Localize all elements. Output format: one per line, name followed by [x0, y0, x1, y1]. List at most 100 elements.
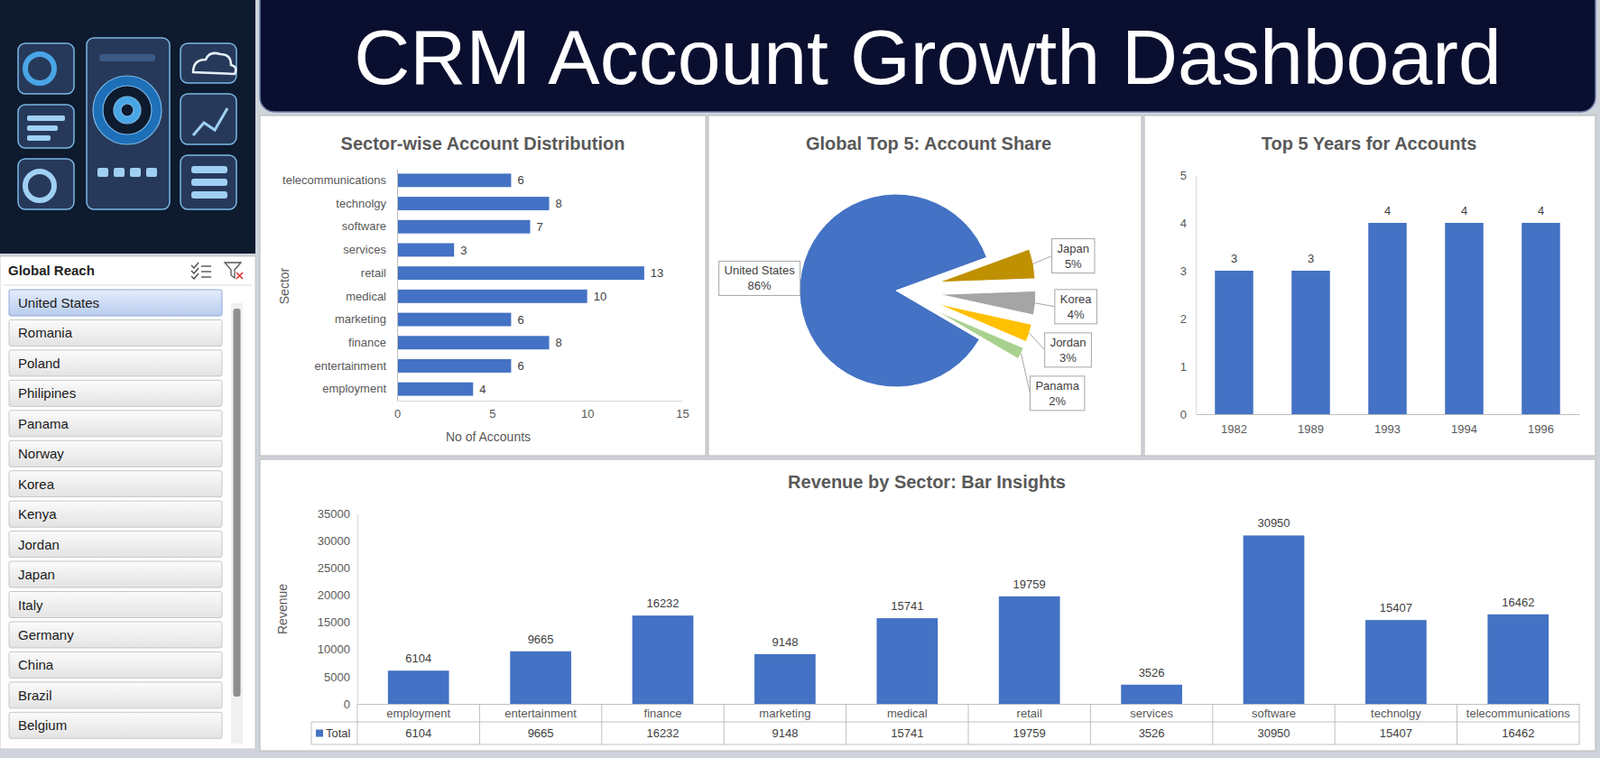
tick: retail [360, 266, 387, 280]
data-label: 6 [517, 313, 524, 327]
tick: telecommunications [1466, 706, 1571, 721]
line [201, 270, 212, 272]
tick: entertainment [314, 359, 388, 373]
slicer-item-bg[interactable] [9, 682, 222, 709]
logo-line [191, 166, 228, 174]
data-label: 4 [1384, 203, 1391, 218]
slicer-item-bg[interactable] [9, 531, 222, 558]
bar [1521, 222, 1561, 415]
label-category: Korea [1060, 292, 1092, 306]
slicer-item[interactable]: Norway [9, 440, 222, 467]
label-box [1052, 239, 1095, 274]
slicer-item-label[interactable]: Norway [18, 445, 65, 462]
slicer-item[interactable]: China [9, 651, 222, 678]
table-line [601, 703, 602, 745]
tick-label: 1 [1180, 360, 1187, 374]
label-category: Panama [1035, 379, 1080, 393]
slicer-item[interactable]: Brazil [9, 682, 222, 709]
logo-tile [180, 43, 237, 84]
slicer-item-bg[interactable] [9, 289, 222, 316]
pie-chart: Global Top 5: Account ShareUnited States… [719, 133, 1098, 411]
tick-label: 0 [1180, 407, 1187, 422]
table-value: 6104 [405, 726, 432, 740]
bar [397, 359, 511, 373]
slicer-item-label[interactable]: Romania [18, 324, 74, 341]
table-value: 15407 [1379, 726, 1413, 740]
scroll-thumb[interactable] [233, 308, 241, 697]
slicer-item[interactable]: Philipines [9, 379, 222, 407]
tick: 0 [1180, 407, 1187, 422]
slicer-item-label[interactable]: Brazil [18, 687, 53, 703]
tick: 3 [1180, 264, 1187, 278]
slicer-item-bg[interactable] [9, 591, 222, 619]
tick-label: services [1129, 706, 1174, 721]
table-value: 19759 [1013, 726, 1046, 740]
slicer-item[interactable]: Italy [9, 591, 222, 619]
slicer-item-label[interactable]: Kenya [18, 506, 57, 522]
slicer-item-label[interactable]: Germany [18, 627, 74, 643]
slicer-item-label[interactable]: Belgium [18, 717, 67, 733]
slicer-item-label[interactable]: Panama [18, 416, 70, 432]
tick-label: retail [360, 266, 387, 280]
slicer-item-label[interactable]: Italy [18, 597, 44, 613]
label-box [1029, 376, 1084, 411]
tick-label: 1996 [1527, 422, 1554, 436]
slicer-item[interactable]: Korea [9, 471, 222, 498]
multi-select-button[interactable] [191, 262, 212, 279]
slicer-item-bg[interactable] [9, 350, 222, 377]
label-box [1045, 332, 1092, 368]
leader-line [1035, 303, 1055, 307]
divider [3, 285, 252, 287]
slicer-item-bg[interactable] [9, 651, 222, 678]
label-value: 86% [748, 278, 772, 293]
label-box [719, 260, 801, 296]
clear-filter-button[interactable] [224, 262, 243, 279]
slicer-item-label[interactable]: Poland [18, 355, 61, 371]
table-line [479, 703, 481, 745]
data-label: 10 [593, 289, 607, 304]
slicer-item[interactable]: Panama [9, 410, 222, 437]
table-line [723, 703, 725, 745]
logo-line [27, 125, 58, 131]
tick-label: technolgy [1370, 706, 1422, 721]
slicer-item-label[interactable]: China [18, 656, 55, 673]
slicer-item-bg[interactable] [9, 440, 222, 467]
logo-line [27, 115, 65, 121]
slicer-item-label[interactable]: Jordan [18, 536, 60, 553]
slicer-item-bg[interactable] [9, 621, 222, 648]
tick: entertainment [504, 706, 577, 721]
leader-line [1029, 332, 1046, 351]
slicer-item-bg[interactable] [9, 561, 222, 588]
tick-label: 1993 [1374, 422, 1401, 436]
slicer-item-bg[interactable] [9, 379, 222, 407]
slicer-item[interactable]: Japan [9, 561, 222, 588]
slicer-item-label[interactable]: United States [18, 295, 100, 311]
panel [1144, 115, 1596, 456]
data-labels: 6104966516232914815741197593526309501540… [405, 516, 1535, 679]
tick-label: 1989 [1297, 422, 1324, 436]
slicer-title: Global Reach [8, 262, 95, 278]
slicer-item[interactable]: Kenya [9, 500, 222, 528]
table-line [1090, 703, 1092, 745]
slicer-item-bg[interactable] [9, 500, 222, 528]
tick-label: employment [386, 706, 451, 721]
slicer-item[interactable]: Belgium [9, 712, 222, 739]
slicer-item[interactable]: Romania [9, 319, 222, 346]
slicer-item[interactable]: Poland [9, 350, 222, 377]
slicer-item-label[interactable]: Korea [18, 476, 56, 492]
slicer: Global Reach United States Romania Poland Ph… [0, 256, 256, 750]
slicer-bg [0, 256, 256, 750]
slicer-item-label[interactable]: Japan [18, 566, 56, 583]
slicer-item-bg[interactable] [9, 319, 222, 346]
slicer-item-label[interactable]: Philipines [18, 385, 76, 401]
tick-label: entertainment [504, 706, 577, 721]
bars [1214, 222, 1561, 415]
slicer-item[interactable]: United States [9, 289, 222, 316]
slicer-item[interactable]: Germany [9, 621, 222, 648]
slicer-item-bg[interactable] [9, 712, 222, 739]
slicer-item-bg[interactable] [9, 410, 222, 437]
leader-line [1020, 353, 1030, 394]
slicer-item-bg[interactable] [9, 471, 222, 498]
logo-dot [97, 167, 109, 177]
slicer-item[interactable]: Jordan [9, 531, 222, 558]
